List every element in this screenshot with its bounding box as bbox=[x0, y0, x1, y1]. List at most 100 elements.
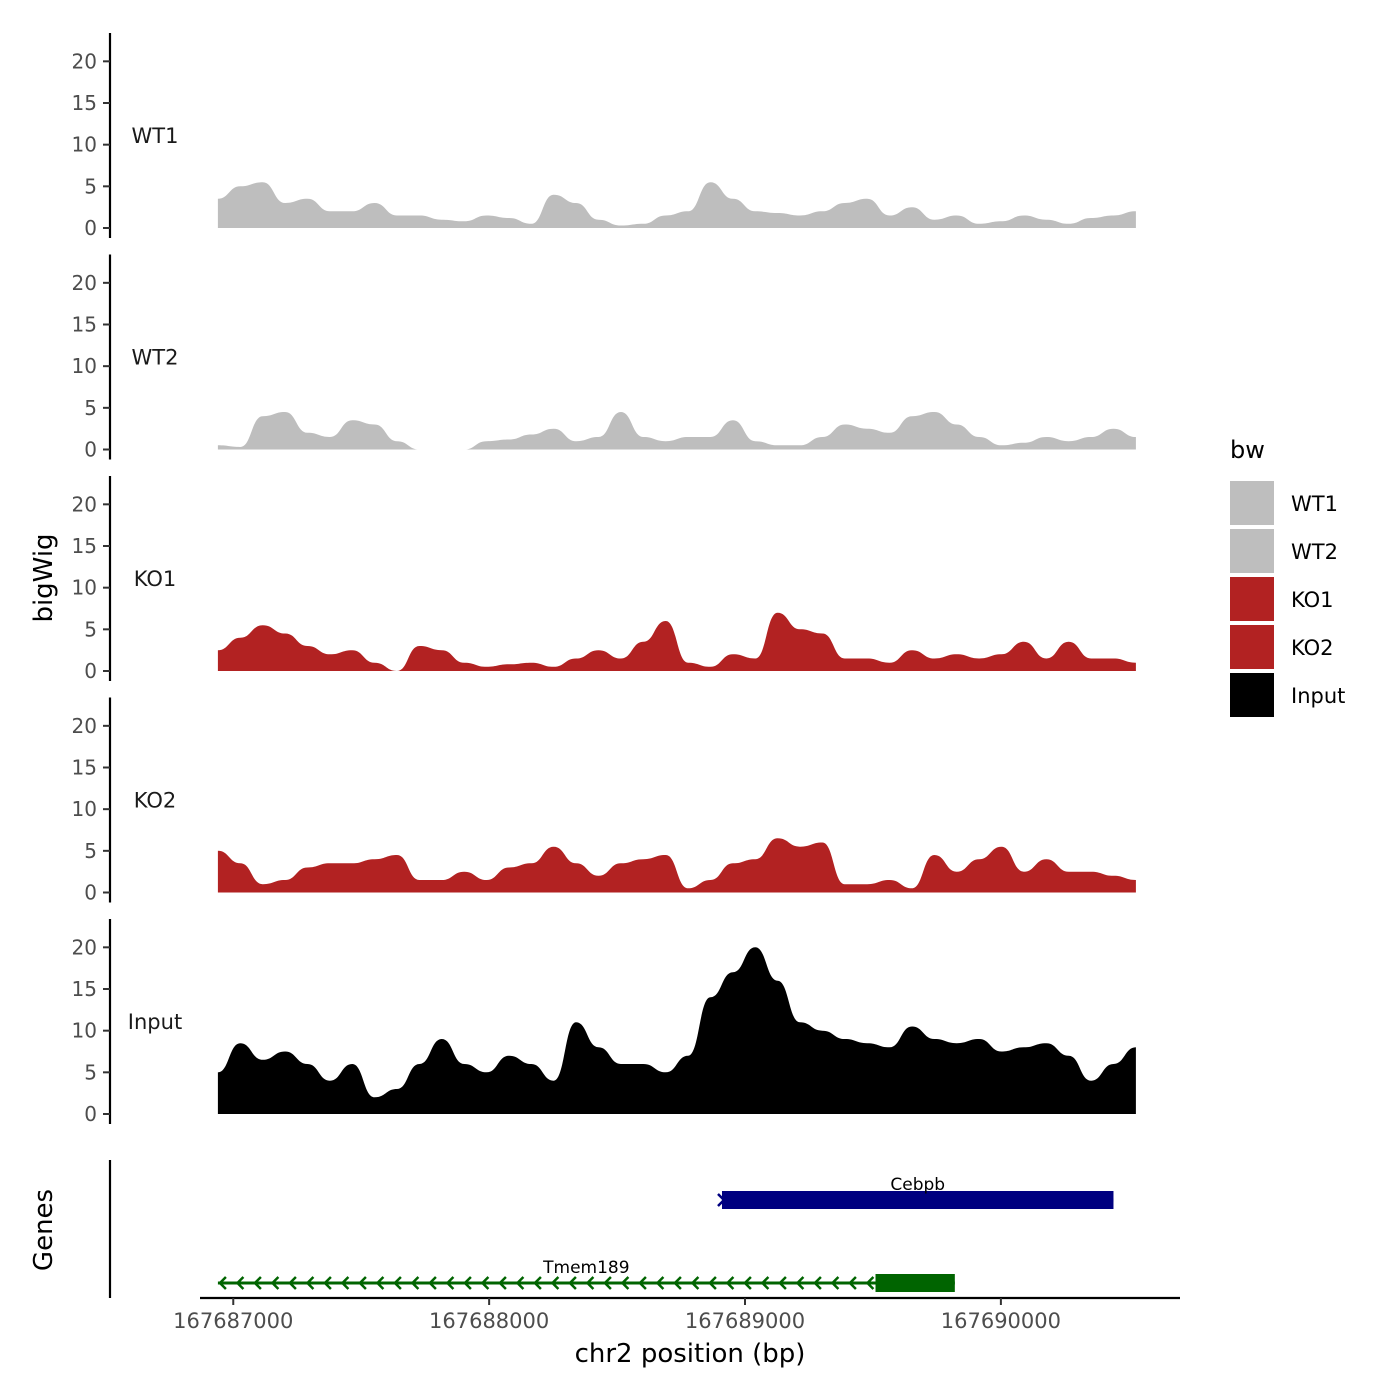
gene-label: Tmem189 bbox=[542, 1258, 629, 1278]
strand-arrow bbox=[463, 1276, 472, 1290]
legend-key-wt2 bbox=[1230, 529, 1274, 573]
legend-label: Input bbox=[1291, 684, 1345, 708]
y-tick-label: 5 bbox=[84, 617, 97, 641]
strand-arrow bbox=[235, 1276, 245, 1290]
strand-arrow bbox=[253, 1276, 262, 1290]
y-tick-label: 20 bbox=[72, 271, 97, 295]
panel-label: WT1 bbox=[132, 124, 179, 148]
legend-label: KO2 bbox=[1291, 636, 1334, 660]
y-tick-label: 5 bbox=[84, 396, 97, 420]
strand-arrow bbox=[603, 1276, 612, 1290]
y-tick-label: 20 bbox=[72, 935, 97, 959]
panel-input: 0 5 10 15 20 Input bbox=[72, 919, 1136, 1126]
series-area-wt1 bbox=[217, 182, 1136, 228]
legend-label: WT2 bbox=[1291, 540, 1338, 564]
strand-arrow bbox=[778, 1276, 787, 1290]
legend-title: bw bbox=[1230, 436, 1265, 464]
strand-arrow bbox=[498, 1276, 507, 1290]
y-tick-label: 15 bbox=[72, 534, 97, 558]
y-tick-label: 5 bbox=[84, 839, 97, 863]
gene-tmem189: Tmem189 bbox=[217, 1258, 955, 1292]
strand-arrow bbox=[848, 1276, 857, 1290]
y-tick-label: 15 bbox=[72, 756, 97, 780]
panel-label: Input bbox=[128, 1010, 182, 1034]
panel-wt2: 0 5 10 15 20 WT2 bbox=[72, 254, 1136, 462]
y-tick-label: 15 bbox=[72, 91, 97, 115]
y-axis-label: bigWig bbox=[29, 533, 59, 622]
x-tick-label: 167688000 bbox=[429, 1309, 549, 1333]
strand-arrow bbox=[585, 1276, 595, 1290]
y-tick-label: 5 bbox=[84, 1060, 97, 1084]
strand-arrow bbox=[375, 1276, 385, 1290]
strand-arrow bbox=[410, 1276, 420, 1290]
series-area-ko2 bbox=[217, 838, 1136, 893]
series-area-ko1 bbox=[217, 612, 1136, 671]
legend-key-ko2 bbox=[1230, 625, 1274, 669]
strand-arrow bbox=[568, 1276, 577, 1290]
gene-cds bbox=[721, 1191, 1114, 1209]
y-tick-label: 20 bbox=[72, 492, 97, 516]
y-tick-label: 0 bbox=[84, 881, 97, 905]
strand-arrow bbox=[760, 1276, 770, 1290]
legend: bw WT1 WT2 KO1 KO2 Input bbox=[1230, 436, 1345, 717]
strand-arrow bbox=[445, 1276, 455, 1290]
strand-arrow bbox=[638, 1276, 647, 1290]
gene-cds bbox=[875, 1274, 955, 1292]
strand-arrow bbox=[830, 1276, 840, 1290]
strand-arrow bbox=[813, 1276, 822, 1290]
y-tick-label: 0 bbox=[84, 438, 97, 462]
strand-arrow bbox=[515, 1276, 525, 1290]
gene-cebpb: Cebpb bbox=[717, 1175, 1114, 1209]
y-tick-label: 0 bbox=[84, 216, 97, 240]
legend-key-input bbox=[1230, 673, 1274, 717]
strand-arrow bbox=[288, 1276, 297, 1290]
y-tick-label: 20 bbox=[72, 49, 97, 73]
x-tick-label: 167687000 bbox=[173, 1309, 293, 1333]
panel-ko1: 0 5 10 15 20 KO1 bbox=[72, 476, 1136, 683]
x-tick-label: 167690000 bbox=[941, 1309, 1061, 1333]
strand-arrow bbox=[323, 1276, 332, 1290]
strand-arrow bbox=[620, 1276, 630, 1290]
strand-arrow bbox=[865, 1276, 875, 1290]
panel-label: WT2 bbox=[132, 346, 179, 370]
legend-key-ko1 bbox=[1230, 577, 1274, 621]
y-tick-label: 10 bbox=[72, 1019, 97, 1043]
panel-ko2: 0 5 10 15 20 KO2 bbox=[72, 697, 1136, 905]
y-tick-label: 15 bbox=[72, 977, 97, 1001]
strand-arrow bbox=[690, 1276, 700, 1290]
legend-label: WT1 bbox=[1291, 492, 1338, 516]
strand-arrow bbox=[393, 1276, 402, 1290]
panel-label: KO1 bbox=[134, 567, 177, 591]
strand-arrow bbox=[743, 1276, 752, 1290]
y-tick-label: 10 bbox=[72, 797, 97, 821]
y-tick-label: 10 bbox=[72, 576, 97, 600]
strand-arrow bbox=[270, 1276, 280, 1290]
x-tick-label: 167689000 bbox=[685, 1309, 805, 1333]
y-tick-label: 10 bbox=[72, 354, 97, 378]
panel-wt1: 0 5 10 15 20 WT1 bbox=[72, 33, 1136, 240]
y-tick-label: 10 bbox=[72, 133, 97, 157]
x-axis-label: chr2 position (bp) bbox=[575, 1339, 806, 1369]
strand-arrow bbox=[655, 1276, 665, 1290]
y-tick-label: 15 bbox=[72, 313, 97, 337]
series-area-input bbox=[217, 947, 1136, 1114]
gene-label: Cebpb bbox=[890, 1175, 945, 1195]
y-tick-label: 0 bbox=[84, 659, 97, 683]
strand-arrow bbox=[480, 1276, 490, 1290]
strand-arrow bbox=[725, 1276, 735, 1290]
gene-panel: Tmem189 Cebpb bbox=[108, 1160, 1114, 1298]
series-area-wt2 bbox=[217, 412, 1136, 450]
legend-key-wt1 bbox=[1230, 481, 1274, 525]
x-axis: 167687000 167688000 167689000 167690000 bbox=[173, 1296, 1180, 1333]
genes-axis-label: Genes bbox=[29, 1189, 59, 1271]
y-tick-label: 20 bbox=[72, 714, 97, 738]
strand-arrow bbox=[708, 1276, 717, 1290]
strand-arrow bbox=[428, 1276, 437, 1290]
y-tick-label: 5 bbox=[84, 174, 97, 198]
y-tick-label: 0 bbox=[84, 1102, 97, 1126]
strand-arrow bbox=[218, 1276, 227, 1290]
track-panels: 0 5 10 15 20 WT1 0 5 10 15 20 WT2 0 5 10 15 20 KO1 0 5 10 15 2… bbox=[72, 33, 1136, 1126]
strand-arrow bbox=[795, 1276, 805, 1290]
strand-arrow bbox=[340, 1276, 350, 1290]
